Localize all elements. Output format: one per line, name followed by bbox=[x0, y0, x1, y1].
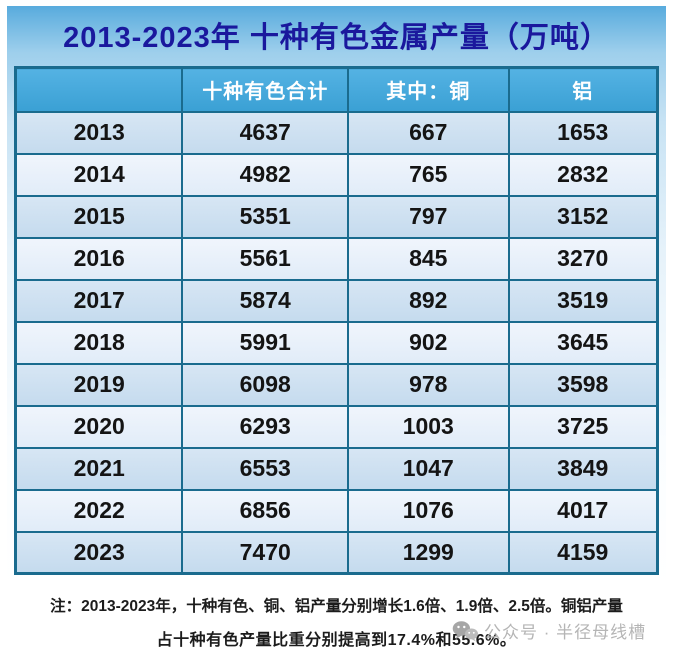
footnote: 注：2013-2023年，十种有色、铜、铝产量分别增长1.6倍、1.9倍、2.5… bbox=[14, 590, 659, 658]
total-cell: 5351 bbox=[181, 194, 350, 239]
year-cell: 2015 bbox=[14, 194, 184, 239]
total-cell: 5874 bbox=[181, 278, 350, 323]
copper-cell: 797 bbox=[347, 194, 510, 239]
watermark-text: 公众号 · 半径母线槽 bbox=[484, 623, 647, 642]
aluminum-cell: 1653 bbox=[507, 110, 659, 155]
aluminum-cell: 4159 bbox=[507, 530, 659, 575]
metals-production-table: 十种有色合计 其中：铜 铝 2013 4637 667 1653 2014 4982 765… bbox=[14, 66, 659, 575]
header-cell-copper: 其中：铜 bbox=[347, 66, 510, 113]
year-cell: 2020 bbox=[14, 404, 184, 449]
aluminum-cell: 3152 bbox=[507, 194, 659, 239]
year-cell: 2023 bbox=[14, 530, 184, 575]
footnote-line-1: 注：2013-2023年，十种有色、铜、铝产量分别增长1.6倍、1.9倍、2.5… bbox=[50, 598, 623, 615]
table-row: 2022 6856 1076 4017 bbox=[14, 488, 659, 533]
year-cell: 2013 bbox=[14, 110, 184, 155]
year-cell: 2022 bbox=[14, 488, 184, 533]
table-row: 2014 4982 765 2832 bbox=[14, 152, 659, 197]
table-row: 2017 5874 892 3519 bbox=[14, 278, 659, 323]
copper-cell: 902 bbox=[347, 320, 510, 365]
total-cell: 6553 bbox=[181, 446, 350, 491]
footnote-line-2: 占十种有色产量比重分别提高到17.4%和55.6%。 bbox=[156, 632, 517, 649]
year-cell: 2021 bbox=[14, 446, 184, 491]
aluminum-cell: 4017 bbox=[507, 488, 659, 533]
year-cell: 2018 bbox=[14, 320, 184, 365]
table-row: 2020 6293 1003 3725 bbox=[14, 404, 659, 449]
year-cell: 2014 bbox=[14, 152, 184, 197]
copper-cell: 1047 bbox=[347, 446, 510, 491]
total-cell: 5991 bbox=[181, 320, 350, 365]
total-cell: 4982 bbox=[181, 152, 350, 197]
total-cell: 6098 bbox=[181, 362, 350, 407]
total-cell: 4637 bbox=[181, 110, 350, 155]
table-row: 2013 4637 667 1653 bbox=[14, 110, 659, 155]
table-row: 2016 5561 845 3270 bbox=[14, 236, 659, 281]
aluminum-cell: 3849 bbox=[507, 446, 659, 491]
table-header: 十种有色合计 其中：铜 铝 bbox=[14, 66, 659, 113]
table-row: 2019 6098 978 3598 bbox=[14, 362, 659, 407]
total-cell: 6293 bbox=[181, 404, 350, 449]
aluminum-cell: 3519 bbox=[507, 278, 659, 323]
total-cell: 5561 bbox=[181, 236, 350, 281]
total-cell: 7470 bbox=[181, 530, 350, 575]
copper-cell: 1003 bbox=[347, 404, 510, 449]
page-title: 2013-2023年 十种有色金属产量（万吨） bbox=[63, 22, 610, 54]
aluminum-cell: 3270 bbox=[507, 236, 659, 281]
copper-cell: 765 bbox=[347, 152, 510, 197]
aluminum-cell: 2832 bbox=[507, 152, 659, 197]
wechat-icon bbox=[452, 620, 478, 642]
header-cell-year bbox=[14, 66, 184, 113]
header-row: 十种有色合计 其中：铜 铝 bbox=[14, 66, 659, 113]
copper-cell: 845 bbox=[347, 236, 510, 281]
year-cell: 2016 bbox=[14, 236, 184, 281]
header-cell-aluminum: 铝 bbox=[507, 66, 659, 113]
copper-cell: 892 bbox=[347, 278, 510, 323]
table-row: 2018 5991 902 3645 bbox=[14, 320, 659, 365]
aluminum-cell: 3645 bbox=[507, 320, 659, 365]
year-cell: 2019 bbox=[14, 362, 184, 407]
aluminum-cell: 3598 bbox=[507, 362, 659, 407]
table-row: 2023 7470 1299 4159 bbox=[14, 530, 659, 575]
table-body: 2013 4637 667 1653 2014 4982 765 2832 2015 5351 79… bbox=[14, 110, 659, 575]
copper-cell: 978 bbox=[347, 362, 510, 407]
table-row: 2015 5351 797 3152 bbox=[14, 194, 659, 239]
total-cell: 6856 bbox=[181, 488, 350, 533]
copper-cell: 1299 bbox=[347, 530, 510, 575]
copper-cell: 667 bbox=[347, 110, 510, 155]
header-cell-total: 十种有色合计 bbox=[181, 66, 350, 113]
copper-cell: 1076 bbox=[347, 488, 510, 533]
watermark: 公众号 · 半径母线槽 bbox=[452, 618, 646, 643]
year-cell: 2017 bbox=[14, 278, 184, 323]
aluminum-cell: 3725 bbox=[507, 404, 659, 449]
table-row: 2021 6553 1047 3849 bbox=[14, 446, 659, 491]
